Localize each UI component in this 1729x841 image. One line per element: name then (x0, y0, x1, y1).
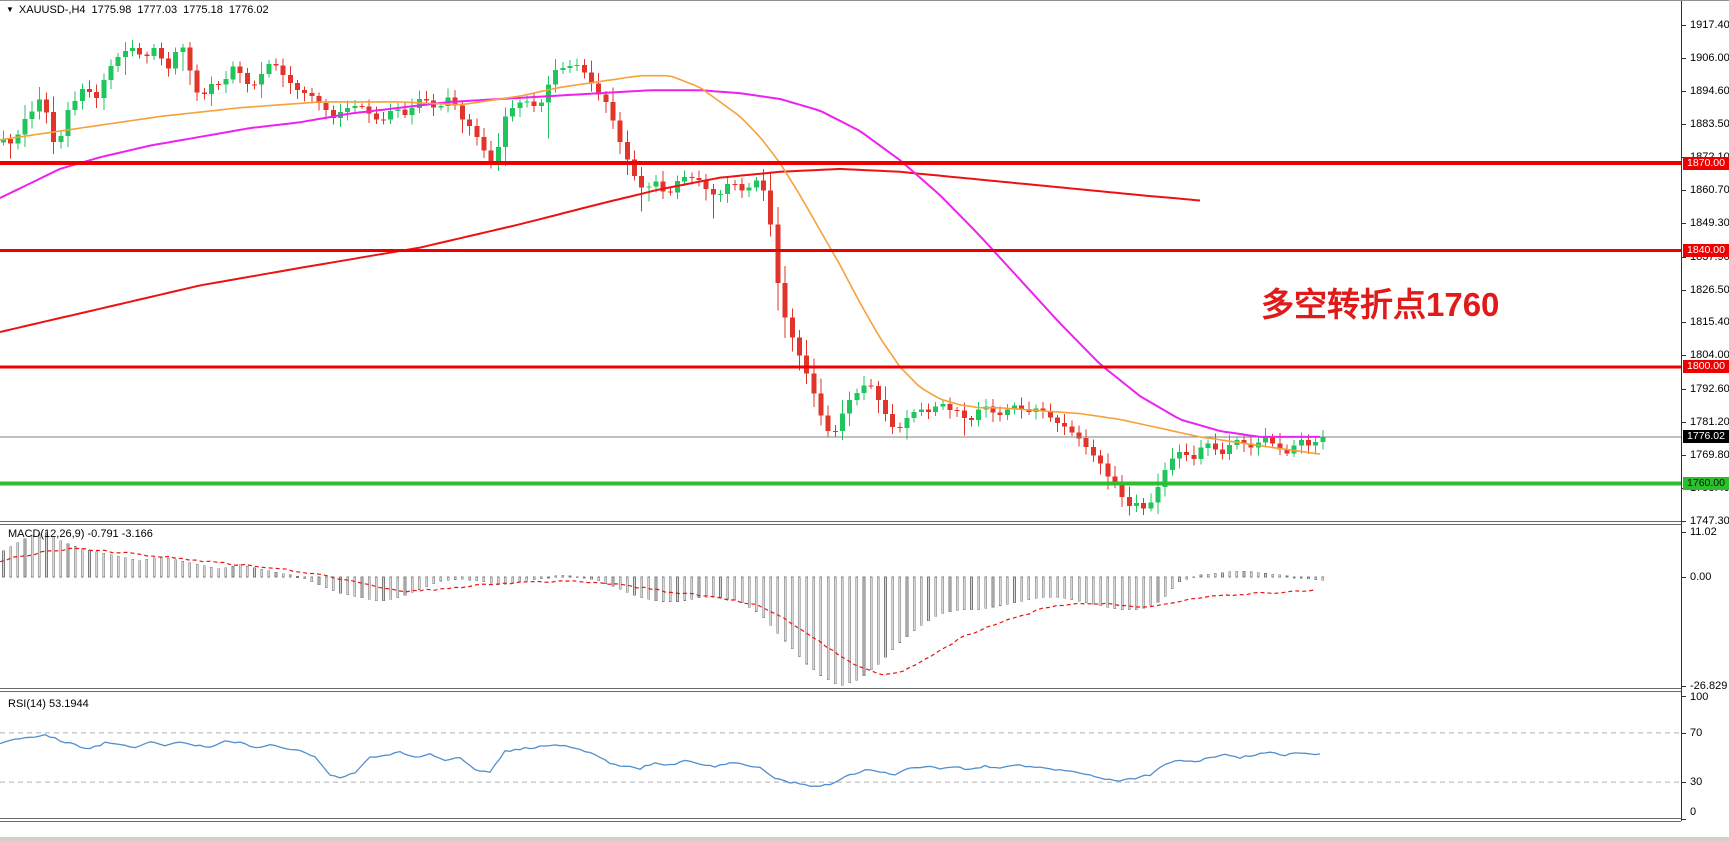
ohlc-low: 1775.18 (183, 4, 223, 16)
price-tick (1682, 389, 1686, 390)
panel-separator (0, 691, 1681, 692)
rsi-name: RSI(14) (8, 698, 46, 710)
ohlc-high: 1777.03 (137, 4, 178, 16)
rsi-tick (1682, 733, 1686, 734)
macd-indicator-chart[interactable] (0, 525, 1681, 688)
rsi-tick (1682, 696, 1686, 697)
price-tick-label: 1781.20 (1690, 416, 1729, 428)
rsi-tick-label: 100 (1690, 691, 1709, 703)
panel-separator (0, 818, 1681, 819)
price-tick-label: 1792.60 (1690, 383, 1729, 395)
panel-separator (0, 524, 1681, 525)
macd-tick (1682, 577, 1686, 578)
price-tick-label: 1769.80 (1690, 449, 1729, 461)
price-tick-label: 1804.00 (1690, 349, 1729, 361)
price-tick (1682, 290, 1686, 291)
rsi-indicator-chart[interactable] (0, 694, 1681, 819)
window-top-border (0, 0, 1729, 1)
rsi-tick-label: 30 (1690, 776, 1703, 788)
macd-label: MACD(12,26,9) -0.791 -3.166 (8, 528, 153, 540)
macd-tick (1682, 532, 1686, 533)
price-tick (1682, 257, 1686, 258)
bottom-strip (0, 837, 1729, 841)
macd-tick (1682, 686, 1686, 687)
macd-values: -0.791 -3.166 (87, 528, 153, 540)
price-tick-label: 1747.30 (1690, 515, 1729, 527)
symbol-dropdown-icon[interactable]: ▼ (6, 5, 14, 14)
price-tick (1682, 455, 1686, 456)
axis-border (1681, 1, 1682, 821)
price-tick (1682, 322, 1686, 323)
price-tick-label: 1906.00 (1690, 52, 1729, 64)
rsi-tick (1682, 782, 1686, 783)
price-tick (1682, 58, 1686, 59)
price-tick (1682, 25, 1686, 26)
price-level-badge: 1800.00 (1683, 360, 1729, 373)
price-tick-label: 1894.60 (1690, 85, 1729, 97)
rsi-value: 53.1944 (48, 698, 89, 710)
price-level-badge: 1870.00 (1683, 157, 1729, 170)
price-tick (1682, 422, 1686, 423)
symbol-header: ▼ XAUUSD-,H4 1775.98 1777.03 1775.18 1776.02 (6, 4, 269, 16)
panel-separator (0, 821, 1681, 822)
rsi-tick (1682, 819, 1686, 820)
panel-separator[interactable] (0, 688, 1681, 689)
main-price-chart[interactable] (0, 0, 1681, 522)
price-tick-label: 1917.40 (1690, 19, 1729, 31)
price-tick (1682, 521, 1686, 522)
macd-tick-label: 0.00 (1690, 571, 1712, 583)
price-tick-label: 1883.50 (1690, 118, 1729, 130)
rsi-tick-label: 70 (1690, 727, 1703, 739)
panel-separator[interactable] (0, 521, 1681, 522)
annotation-text: 多空转折点1760 (1261, 286, 1500, 323)
price-tick (1682, 91, 1686, 92)
ohlc-close: 1776.02 (228, 4, 269, 16)
rsi-tick-label: 0 (1690, 806, 1697, 818)
symbol-period-label: XAUUSD-,H4 (18, 4, 86, 16)
price-level-badge: 1760.00 (1683, 477, 1729, 490)
macd-name: MACD(12,26,9) (8, 528, 85, 540)
price-tick (1682, 124, 1686, 125)
price-tick (1682, 355, 1686, 356)
price-tick-label: 1860.70 (1690, 184, 1729, 196)
price-tick-label: 1815.40 (1690, 316, 1729, 328)
time-axis[interactable]: 25 May 202126 May 12:0027 May 20:0031 Ma… (0, 822, 1729, 837)
macd-tick-label: 11.02 (1690, 526, 1717, 538)
price-level-badge: 1776.02 (1683, 430, 1729, 443)
rsi-label: RSI(14) 53.1944 (8, 698, 89, 710)
macd-tick-label: -26.829 (1690, 680, 1728, 692)
price-tick (1682, 223, 1686, 224)
price-tick-label: 1849.30 (1690, 217, 1729, 229)
ohlc-open: 1775.98 (91, 4, 132, 16)
price-level-badge: 1840.00 (1683, 244, 1729, 257)
price-tick-label: 1826.50 (1690, 284, 1729, 296)
price-tick (1682, 190, 1686, 191)
